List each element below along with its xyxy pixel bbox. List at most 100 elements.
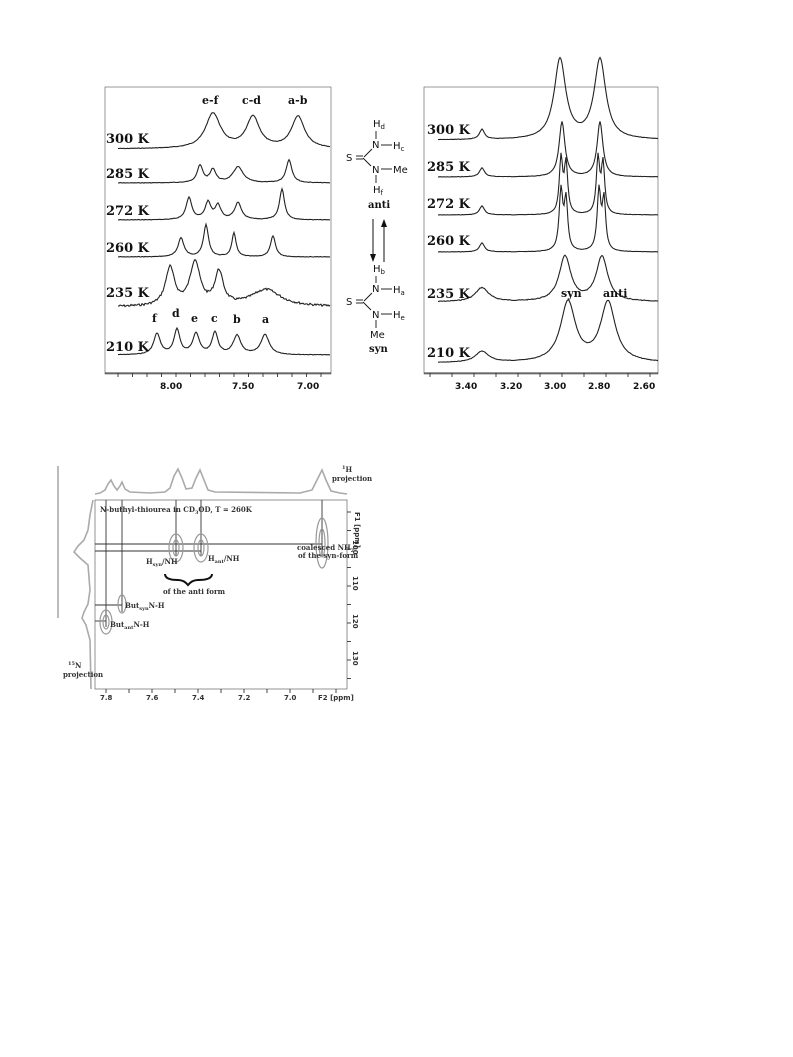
syn-h-a: Ha <box>393 285 405 297</box>
cross-peak-coalesced <box>315 517 329 569</box>
syn-structure: Hb N Ha S N He Me syn <box>346 264 405 355</box>
h-projection-word: projection <box>332 474 372 483</box>
right-temp-210: 210 K <box>427 346 471 361</box>
left-peak-label-a: a <box>262 313 269 326</box>
left-tick-label-3: 7.00 <box>297 382 319 392</box>
right-temp-260: 260 K <box>427 234 471 249</box>
arrow-up-head <box>381 219 387 227</box>
hsqc-title: N-buthyl-thiourea in CD3OD, T = 260K <box>100 505 253 516</box>
left-peak-label-b: b <box>233 313 241 326</box>
n-projection-word: projection <box>63 670 103 679</box>
anti-peak-label: anti <box>603 287 627 300</box>
left-peak-label-d: d <box>172 307 180 320</box>
f1-axis-label: F1 [ppm] <box>353 512 361 548</box>
f2-tick-7-8: 7.8 <box>100 694 113 702</box>
left-tick-label-1: 8.00 <box>160 382 182 392</box>
syn-me: Me <box>370 330 385 341</box>
right-temp-235: 235 K <box>427 287 471 302</box>
h-projection-label: 1H <box>342 465 352 474</box>
coalesced-label-1: coalesced NH2 <box>297 543 355 554</box>
hsqc-panel: 1H projection 15N projection N-buthyl <box>57 465 372 702</box>
right-trace-260 <box>438 184 659 253</box>
hsqc-cross-peaks <box>99 517 329 635</box>
f2-axis-ticks <box>105 689 337 693</box>
left-temp-210: 210 K <box>106 340 150 355</box>
anti-h-f: Hf <box>373 185 384 197</box>
right-tick-label-3: 3.00 <box>544 382 566 392</box>
arrow-down-head <box>370 254 376 262</box>
syn-label: syn <box>369 344 388 355</box>
cross-peak-but-syn <box>117 594 127 614</box>
syn-n-top: N <box>372 284 379 295</box>
right-trace-300 <box>437 56 659 141</box>
left-axis-ticks <box>117 373 322 377</box>
f1-tick-130: 130 <box>351 651 359 666</box>
left-trace-235 <box>117 258 331 308</box>
cross-peak-hant <box>193 533 209 563</box>
f2-tick-7-4: 7.4 <box>192 694 205 702</box>
right-tick-label-4: 2.80 <box>588 382 610 392</box>
anti-label: anti <box>368 200 390 211</box>
left-temp-260: 260 K <box>106 241 150 256</box>
cross-peak-but-ant <box>99 609 113 635</box>
syn-n-bottom: N <box>372 310 379 321</box>
anti-structure: Hd N Hc S N Me Hf anti <box>346 119 408 211</box>
anti-form-brace <box>164 573 213 587</box>
right-tick-label-1: 3.40 <box>455 382 477 392</box>
anti-s: S <box>346 153 352 164</box>
right-trace-272 <box>438 152 659 216</box>
left-peak-label-e: e <box>191 312 198 325</box>
hant-label: Hant/NH <box>208 554 240 565</box>
left-temp-235: 235 K <box>106 286 150 301</box>
hsyn-label: Hsyn/NH <box>146 557 178 568</box>
left-peak-label-c: c <box>211 312 218 325</box>
f1-tick-100: 100 <box>351 540 359 555</box>
right-axis-ticks <box>429 373 651 377</box>
cross-peak-hsyn <box>168 533 184 563</box>
anti-h-d: Hd <box>373 119 385 131</box>
right-panel-frame <box>423 86 659 375</box>
right-traces <box>437 56 659 363</box>
left-temp-300: 300 K <box>106 132 150 147</box>
right-temp-300: 300 K <box>427 123 471 138</box>
left-peak-label-f: f <box>152 312 158 325</box>
syn-h-b: Hb <box>373 264 386 276</box>
anti-me: Me <box>393 165 408 176</box>
h-projection-trace <box>94 467 348 495</box>
right-temp-285: 285 K <box>427 160 471 175</box>
anti-n-top: N <box>372 140 379 151</box>
f2-tick-7-6: 7.6 <box>146 694 159 702</box>
f1-axis-ticks <box>347 511 351 679</box>
left-trace-210 <box>118 326 331 356</box>
syn-s: S <box>346 297 352 308</box>
but-syn-label: ButsynN-H <box>125 601 165 612</box>
left-traces <box>117 112 331 356</box>
syn-peak-label: syn <box>561 287 582 300</box>
left-temp-272: 272 K <box>106 204 150 219</box>
anti-n-bottom: N <box>372 165 379 176</box>
f1-tick-110: 110 <box>351 576 359 591</box>
equilibrium-arrows <box>370 219 387 262</box>
coalesced-label-2: of the syn-form <box>298 551 359 560</box>
right-vt-panel: 3.40 3.20 3.00 2.80 2.60 300 K 285 K 272… <box>423 56 659 392</box>
f2-tick-7-0: 7.0 <box>284 694 297 702</box>
left-temp-285: 285 K <box>106 167 150 182</box>
left-group-label-ef: e-f <box>202 94 220 107</box>
syn-h-e: He <box>393 310 405 322</box>
right-trace-235 <box>437 254 659 302</box>
right-trace-210 <box>438 299 659 363</box>
left-group-label-cd: c-d <box>242 94 261 107</box>
right-trace-285 <box>438 121 659 178</box>
right-tick-label-2: 3.20 <box>500 382 522 392</box>
right-tick-label-5: 2.60 <box>633 382 655 392</box>
left-trace-260 <box>118 222 331 258</box>
n-projection-trace <box>72 499 94 690</box>
n-projection-label: 15N <box>68 661 82 670</box>
right-temp-272: 272 K <box>427 197 471 212</box>
left-tick-label-2: 7.50 <box>232 382 254 392</box>
left-trace-285 <box>118 158 331 184</box>
f2-axis-label: F2 [ppm] <box>318 694 354 702</box>
but-ant-label: ButantN-H <box>110 620 150 631</box>
left-group-label-ab: a-b <box>288 94 308 107</box>
